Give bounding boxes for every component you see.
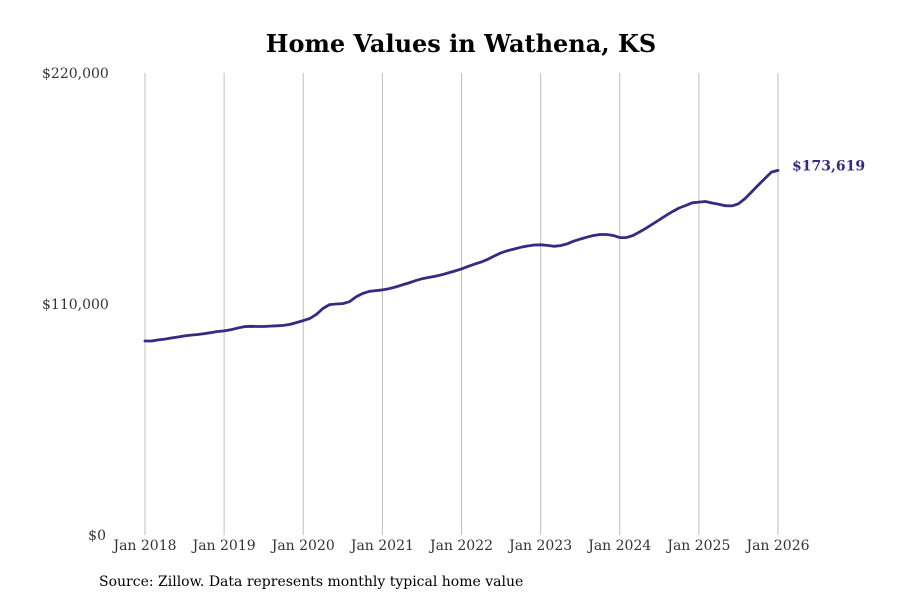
source-note: Source: Zillow. Data represents monthly …: [99, 574, 524, 590]
series-line-home-value: [143, 169, 780, 343]
x-tick-label: Jan 2021: [349, 538, 414, 554]
y-tick-label: $220,000: [42, 66, 109, 82]
x-tick-label: Jan 2020: [270, 538, 335, 554]
x-tick-label: Jan 2023: [507, 538, 572, 554]
y-axis: $0 $110,000 $220,000: [42, 66, 109, 544]
x-axis: Jan 2018 Jan 2019 Jan 2020 Jan 2021 Jan 2022…: [111, 538, 809, 554]
x-tick-label: Jan 2024: [586, 538, 651, 554]
y-tick-label: $110,000: [42, 297, 109, 313]
x-tick-label: Jan 2019: [191, 538, 256, 554]
x-tick-label: Jan 2018: [111, 538, 176, 554]
chart-title: Home Values in Wathena, KS: [266, 29, 656, 58]
y-tick-label: $0: [88, 528, 106, 544]
x-tick-label: Jan 2022: [428, 538, 493, 554]
x-tick-label: Jan 2025: [665, 538, 730, 554]
end-value-label: $173,619: [792, 158, 865, 174]
x-tick-label: Jan 2026: [744, 538, 809, 554]
gridlines: [144, 73, 779, 535]
